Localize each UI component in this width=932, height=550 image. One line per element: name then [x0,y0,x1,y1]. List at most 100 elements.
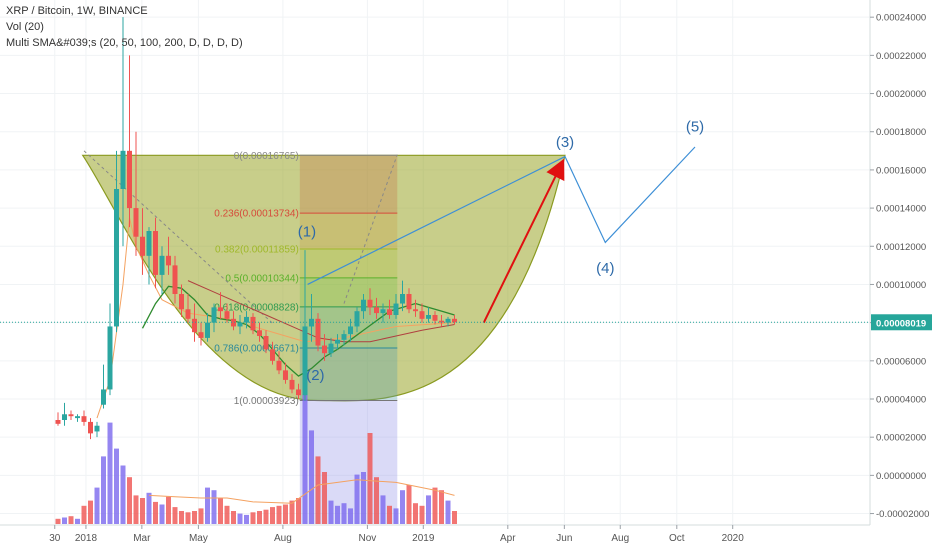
fib-level-label: 0.618(0.00008828) [214,302,299,313]
candle-body [140,236,145,256]
candle-body [289,379,295,390]
volume-bar [205,487,210,524]
volume-bar [120,465,126,524]
y-tick-label: 0.00010000 [876,280,926,291]
volume-bar [101,456,106,524]
volume-bar [315,456,321,524]
candle-body [354,311,360,327]
volume-bar [432,487,438,524]
y-tick-label: 0.00018000 [876,127,926,138]
candle-body [101,389,106,405]
volume-bar [283,504,288,524]
candle-body [335,339,340,344]
volume-bar [133,495,139,524]
volume-bar [166,496,171,524]
candle-body [81,416,87,422]
volume-bar [114,448,119,524]
x-tick-label: Apr [500,533,516,544]
trend-dash-line [83,150,275,325]
candle-body [445,318,451,323]
volume-bar [276,505,282,524]
candle-body [296,389,301,396]
volume-bar [88,500,93,524]
fib-level-label: 0.786(0.00006671) [214,344,299,355]
volume-bar [81,505,87,524]
fib-level-label: 0.382(0.00011859) [215,244,299,255]
candle-body [270,349,275,361]
volume-bar [244,514,249,524]
wave-label: (3) [556,134,574,151]
sma-indicator-label[interactable]: Multi SMA&#039;s (20, 50, 100, 200, D, D… [6,37,243,49]
candle-body [88,421,93,434]
volume-ma-line [148,479,455,504]
volume-bar [341,503,347,524]
volume-bar [179,511,184,524]
volume-bar [159,504,165,524]
candle-body [413,309,418,312]
symbol-title[interactable]: XRP / Bitcoin, 1W, BINANCE [6,5,148,17]
candle-body [68,414,74,417]
volume-bar [393,508,399,524]
y-tick-label: 0.00014000 [876,204,926,215]
y-tick-label: 0.00006000 [876,356,926,367]
candle-body [380,309,386,314]
candle-body [237,322,243,327]
candle-body [328,343,334,354]
candle-body [185,309,191,319]
volume-bar [452,511,457,524]
candle-body [400,294,405,304]
candle-body [263,336,269,350]
fib-level-label: 1(0.00003923) [234,396,299,407]
fib-zone [299,277,398,307]
x-tick-label: 2019 [412,533,435,544]
candle-body [393,303,399,315]
candle-body [244,316,249,323]
volume-bar [348,508,353,524]
volume-bar [62,517,67,524]
chart-legend: XRP / Bitcoin, 1W, BINANCE Vol (20) Mult… [6,3,243,51]
fib-zone [299,348,398,401]
volume-bar [328,500,334,524]
candle-body [250,316,256,331]
candle-body [166,255,171,266]
candle-body [218,307,223,312]
volume-bar [419,505,425,524]
candle-body [276,360,282,371]
volume-bar [146,492,152,524]
last-price-label: 0.00008019 [876,318,926,329]
volume-bar [224,505,230,524]
volume-indicator-label[interactable]: Vol (20) [6,21,44,33]
volume-bar [302,394,308,524]
candle-body [107,326,113,390]
volume-bar [374,477,379,524]
volume-bar [231,511,236,524]
y-tick-label: 0.00020000 [876,89,926,100]
x-tick-label: Jun [556,533,572,544]
volume-bar [296,498,301,524]
volume-bar [270,507,275,524]
volume-bar [107,422,113,524]
y-axis: 0.00024000 0.00022000 0.00020000 0.00018… [870,13,929,520]
candle-body [205,322,210,338]
volume-bar [237,513,243,524]
volume-bar [218,498,223,524]
candle-body [172,265,178,294]
volume-bar [140,498,145,524]
volume-bar [185,512,191,524]
candle-body [133,208,139,237]
candle-body [231,318,236,327]
y-tick-label: 0.00002000 [876,433,926,444]
candle-body [439,320,444,323]
x-axis: 30 2018 Mar May Aug Nov 2019 Apr Jun Aug Oct 2020 [49,525,744,544]
volume-bar [367,433,373,524]
wave-label: (1) [298,224,316,241]
candle-body [302,326,308,396]
volume-bar [55,518,61,524]
volume-bar [426,495,431,524]
candle-body [432,315,438,321]
candle-body [374,307,379,314]
volume-bar [380,495,386,524]
candle-body [367,299,373,308]
y-tick-label: 0.00022000 [876,51,926,62]
